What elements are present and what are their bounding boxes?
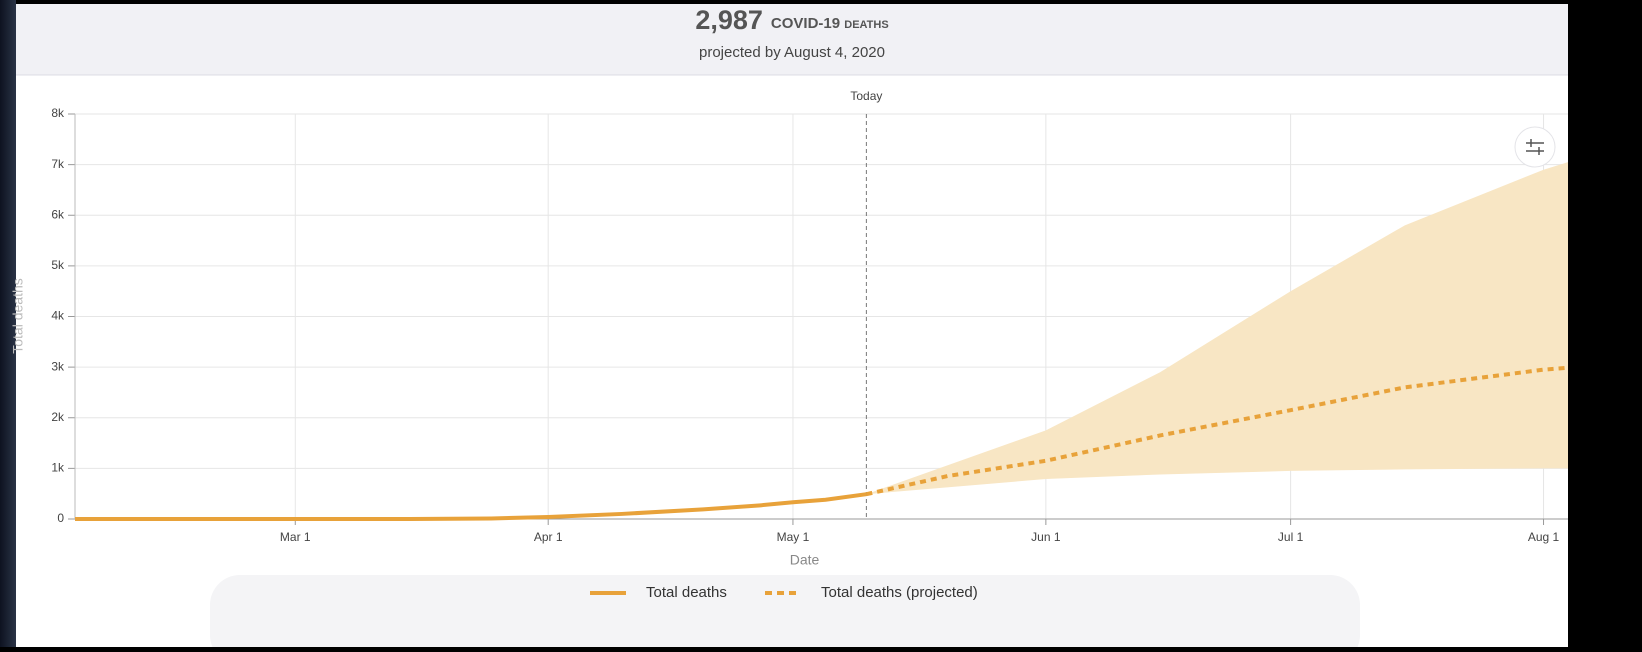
x-tick-label: Aug 1 [1528,530,1560,544]
window-edge [0,0,16,647]
y-tick-label: 2k [51,410,65,424]
series-line [75,492,867,521]
x-tick-label: May 1 [777,530,810,544]
y-tick-label: 7k [51,157,65,171]
y-tick-label: 1k [51,461,65,475]
y-tick-label: 5k [51,258,65,272]
legend-box [210,575,1360,652]
legend-label: Total deaths (projected) [821,584,978,601]
header-band [16,4,1568,75]
x-tick-label: Jun 1 [1031,530,1061,544]
settings-button[interactable] [1514,126,1556,168]
y-tick-label: 0 [57,511,64,525]
y-tick-label: 4k [51,309,65,323]
y-tick-label: 6k [51,207,65,221]
legend-label: Total deaths [646,584,727,601]
headline-value: 2,987 [695,5,763,35]
x-axis-label: Date [790,552,820,568]
y-axis-label: Total deaths [10,278,26,354]
subtitle: projected by August 4, 2020 [699,44,885,61]
y-tick-label: 3k [51,359,65,373]
x-tick-label: Jul 1 [1278,530,1304,544]
series-line [865,365,1569,497]
uncertainty-band [866,162,1568,495]
headline-title: COVID-19 deaths [771,15,889,32]
x-tick-label: Apr 1 [534,530,563,544]
today-label: Today [850,89,882,103]
y-tick-label: 8k [51,106,65,120]
x-tick-label: Mar 1 [280,530,311,544]
